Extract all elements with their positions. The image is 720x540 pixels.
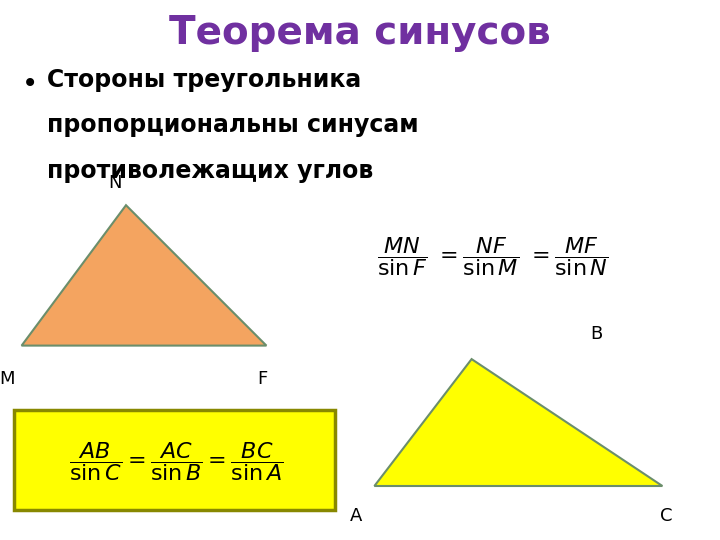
- Text: N: N: [109, 174, 122, 192]
- Text: Теорема синусов: Теорема синусов: [169, 14, 551, 51]
- Text: M: M: [0, 370, 15, 388]
- FancyBboxPatch shape: [14, 410, 335, 510]
- Polygon shape: [374, 359, 662, 486]
- Text: A: A: [350, 507, 363, 524]
- Text: C: C: [660, 507, 672, 524]
- Text: $\dfrac{MN}{\sin F}$ $= \dfrac{NF}{\sin M}$ $= \dfrac{MF}{\sin N}$: $\dfrac{MN}{\sin F}$ $= \dfrac{NF}{\sin …: [377, 235, 609, 278]
- Text: •: •: [22, 70, 38, 98]
- Text: B: B: [590, 325, 603, 343]
- Text: $\dfrac{AB}{\sin C} = \dfrac{AC}{\sin B}  =  \dfrac{BC}{\sin A}$: $\dfrac{AB}{\sin C} = \dfrac{AC}{\sin B}…: [69, 440, 284, 483]
- Text: пропорциональны синусам: пропорциональны синусам: [47, 113, 418, 137]
- Text: F: F: [258, 370, 268, 388]
- Text: Стороны треугольника: Стороны треугольника: [47, 68, 361, 91]
- Text: противолежащих углов: противолежащих углов: [47, 159, 373, 183]
- Polygon shape: [22, 205, 266, 346]
